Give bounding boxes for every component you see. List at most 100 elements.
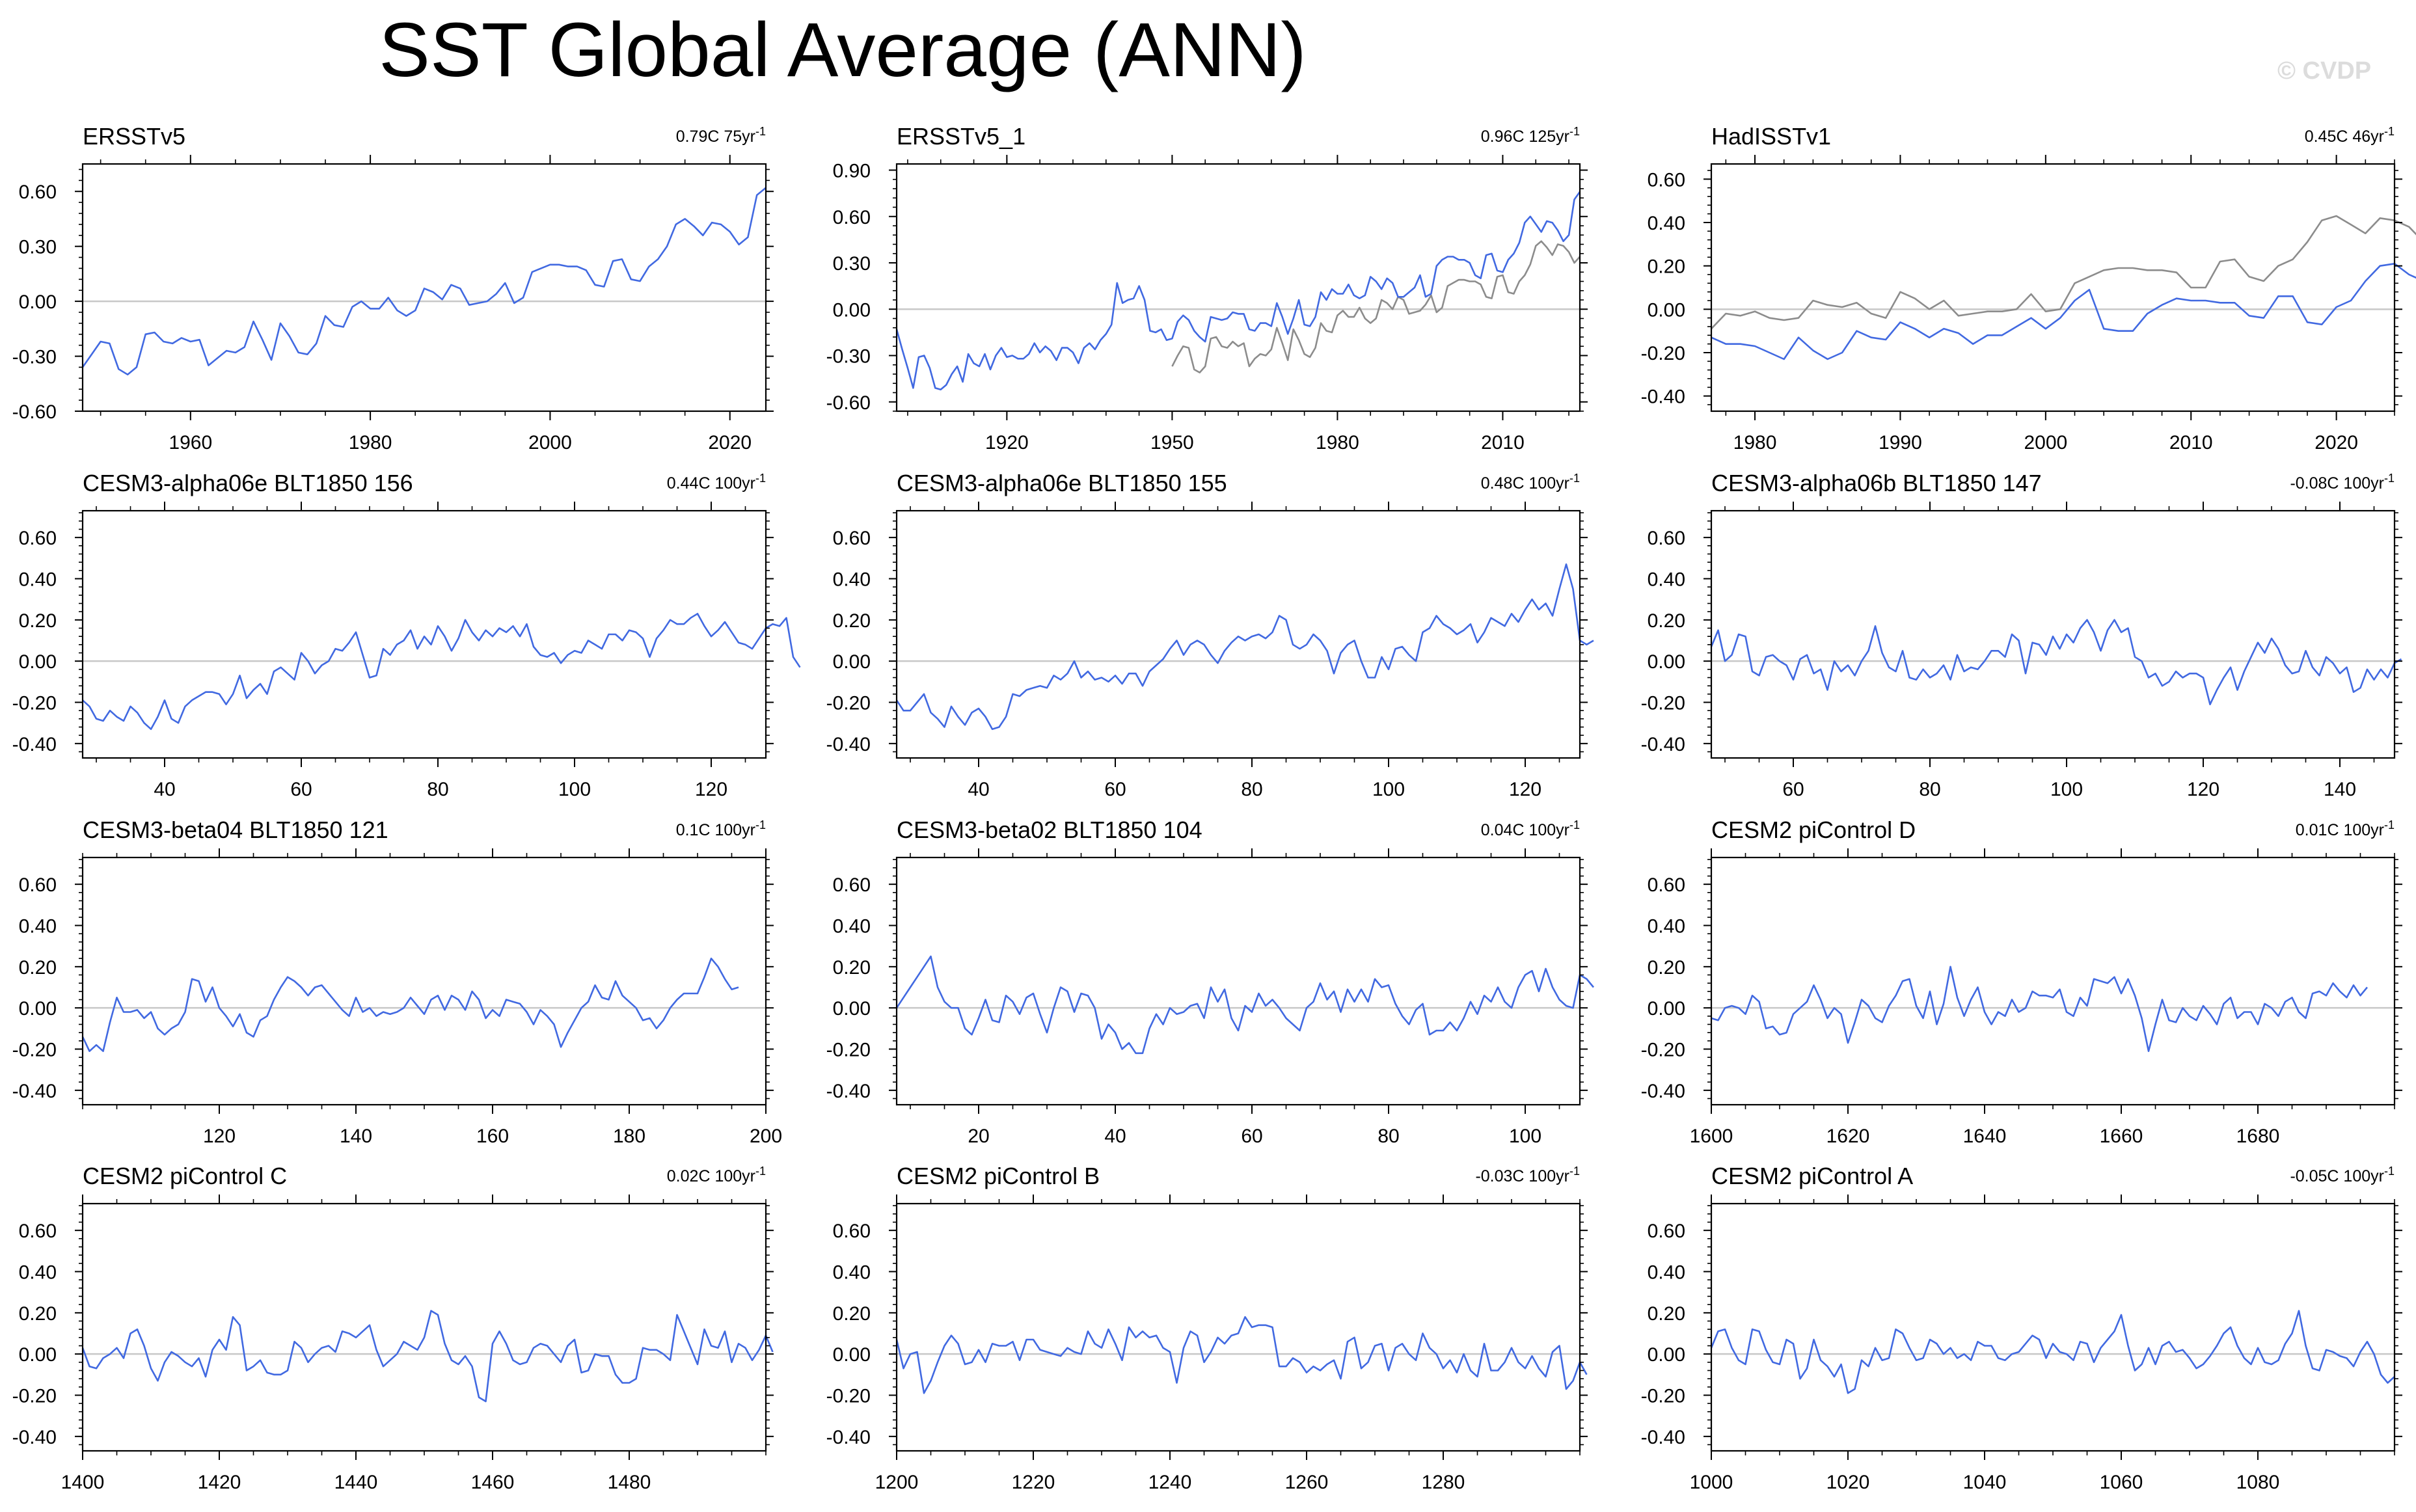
ytick-label: 0.40 <box>1648 569 1685 591</box>
series-line <box>81 187 767 376</box>
ytick-label: 0.20 <box>833 1303 871 1325</box>
panel: -0.40 -0.20 0.00 0.20 0.40 0.60 1200 1220 1240 12… <box>826 1163 1588 1493</box>
xtick-label: 100 <box>1509 1126 1541 1147</box>
ytick-label: -0.40 <box>1641 734 1685 755</box>
ytick-label: 0.60 <box>19 182 57 203</box>
xtick-label: 1640 <box>1963 1126 2007 1147</box>
trend-label: -0.03C 100yr-1 <box>1475 1165 1580 1185</box>
ytick-label: -0.60 <box>826 392 871 414</box>
plot-frame <box>81 856 767 1106</box>
panel-title: CESM2 piControl D <box>1711 817 1916 843</box>
plot-frame <box>81 509 767 759</box>
panel-title: CESM3-beta02 BLT1850 104 <box>897 817 1202 843</box>
ytick-label: -0.40 <box>1641 1427 1685 1448</box>
ytick-label: 0.20 <box>1648 256 1685 278</box>
plot-frame <box>895 509 1581 759</box>
xtick-label: 140 <box>340 1126 372 1147</box>
plot-frame <box>1710 509 2396 759</box>
panel: -0.40 -0.20 0.00 0.20 0.40 0.60 40 60 80 100 120 CE… <box>826 470 1594 800</box>
xtick-label: 1440 <box>334 1472 378 1493</box>
xtick-label: 1020 <box>1826 1472 1870 1493</box>
panel-title: CESM3-alpha06e BLT1850 155 <box>897 470 1227 496</box>
ytick-label: 0.60 <box>1648 1221 1685 1242</box>
xtick-label: 120 <box>203 1126 236 1147</box>
ytick-label: -0.20 <box>12 1386 57 1407</box>
xtick-label: 1040 <box>1963 1472 2007 1493</box>
xtick-label: 80 <box>1378 1126 1399 1147</box>
ytick-label: 0.40 <box>19 1262 57 1284</box>
plot-frame <box>895 163 1581 412</box>
ytick-label: 0.20 <box>19 610 57 632</box>
xtick-label: 60 <box>1104 779 1126 800</box>
ytick-label: 0.00 <box>1648 998 1685 1019</box>
trend-label: 0.45C 46yr-1 <box>2305 125 2395 146</box>
ytick-label: -0.30 <box>826 346 871 368</box>
ytick-label: -0.40 <box>826 734 871 755</box>
ytick-label: 0.20 <box>1648 957 1685 979</box>
ytick-label: 0.40 <box>1648 213 1685 234</box>
ytick-label: 0.00 <box>833 299 871 321</box>
ytick-label: -0.40 <box>12 1427 57 1448</box>
xtick-label: 1480 <box>608 1472 651 1493</box>
trend-label: 0.48C 100yr-1 <box>1481 472 1580 493</box>
xtick-label: 1220 <box>1012 1472 1055 1493</box>
ytick-label: -0.20 <box>12 693 57 714</box>
ytick-label: -0.20 <box>12 1040 57 1061</box>
xtick-label: 60 <box>290 779 312 800</box>
ytick-label: 0.20 <box>833 610 871 632</box>
xtick-label: 2000 <box>528 432 572 453</box>
ytick-label: -0.20 <box>1641 1386 1685 1407</box>
xtick-label: 1460 <box>471 1472 515 1493</box>
xtick-label: 120 <box>695 779 727 800</box>
ytick-label: -0.20 <box>1641 343 1685 364</box>
xtick-label: 1280 <box>1422 1472 1465 1493</box>
ytick-label: 0.30 <box>833 253 871 275</box>
xtick-label: 80 <box>1919 779 1940 800</box>
figure-title: SST Global Average (ANN) <box>379 7 1307 93</box>
trend-label: 0.02C 100yr-1 <box>667 1165 766 1185</box>
secondary-series-line <box>1711 215 2416 330</box>
ytick-label: 0.00 <box>19 998 57 1019</box>
ytick-label: 0.40 <box>833 569 871 591</box>
ytick-label: -0.20 <box>1641 1040 1685 1061</box>
xtick-label: 180 <box>613 1126 645 1147</box>
xtick-label: 1420 <box>198 1472 241 1493</box>
xtick-label: 1060 <box>2100 1472 2143 1493</box>
ytick-label: 0.60 <box>833 874 871 896</box>
xtick-label: 40 <box>968 779 989 800</box>
trend-label: 0.04C 100yr-1 <box>1481 818 1580 839</box>
ytick-label: 0.60 <box>1648 874 1685 896</box>
ytick-label: 0.60 <box>19 528 57 549</box>
trend-label: 0.96C 125yr-1 <box>1481 125 1580 146</box>
ytick-label: 0.00 <box>833 651 871 673</box>
series-line <box>82 612 801 730</box>
ytick-label: -0.40 <box>826 1081 871 1102</box>
xtick-label: 40 <box>154 779 175 800</box>
panel: -0.40 -0.20 0.00 0.20 0.40 0.60 1000 1020 1040 10… <box>1641 1163 2402 1493</box>
ytick-label: 0.20 <box>19 957 57 979</box>
plot-frame <box>895 1202 1581 1452</box>
xtick-label: 80 <box>427 779 448 800</box>
panel-title: CESM3-alpha06b BLT1850 147 <box>1711 470 2042 496</box>
panel: -0.40 -0.20 0.00 0.20 0.40 0.60 20 40 60 80 100 CES… <box>826 817 1595 1147</box>
series-line <box>81 957 739 1052</box>
panel: -0.40 -0.20 0.00 0.20 0.40 0.60 120 140 160 180 20… <box>12 817 782 1147</box>
panel-title: CESM3-beta04 BLT1850 121 <box>83 817 388 843</box>
ytick-label: 0.00 <box>19 291 57 313</box>
xtick-label: 1620 <box>1826 1126 1870 1147</box>
ytick-label: 0.60 <box>833 1221 871 1242</box>
series-line <box>895 1316 1588 1394</box>
ytick-label: 0.20 <box>19 1303 57 1325</box>
trend-label: 0.79C 75yr-1 <box>676 125 766 146</box>
xtick-label: 100 <box>1372 779 1405 800</box>
ytick-label: 0.60 <box>19 1221 57 1242</box>
trend-label: -0.08C 100yr-1 <box>2290 472 2395 493</box>
ytick-label: 0.40 <box>1648 1262 1685 1284</box>
trend-label: -0.05C 100yr-1 <box>2290 1165 2395 1185</box>
panel: -0.40 -0.20 0.00 0.20 0.40 0.60 1600 1620 1640 16… <box>1641 817 2402 1147</box>
ytick-label: -0.20 <box>1641 693 1685 714</box>
trend-label: 0.1C 100yr-1 <box>676 818 766 839</box>
ytick-label: 0.00 <box>1648 1344 1685 1366</box>
ytick-label: -0.30 <box>12 347 57 368</box>
